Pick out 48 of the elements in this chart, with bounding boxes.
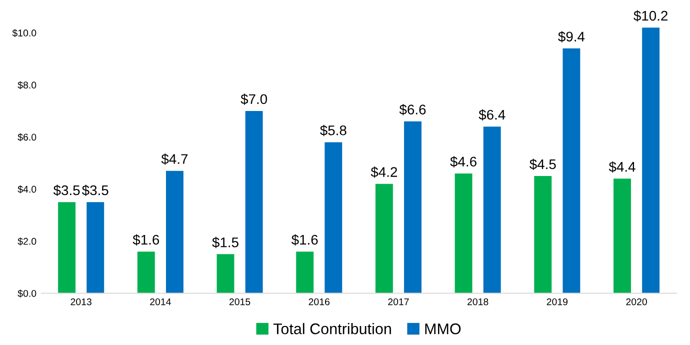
- bar: [404, 121, 422, 294]
- bar: [534, 176, 552, 294]
- y-tick-label: $2.0: [18, 237, 36, 246]
- data-label: $5.8: [320, 124, 346, 136]
- bar: [216, 254, 234, 294]
- data-label: $1.5: [212, 236, 238, 248]
- bar: [137, 252, 155, 294]
- bar: [483, 126, 501, 294]
- data-label: $4.2: [370, 166, 398, 178]
- legend-label: Total Contribution: [273, 323, 391, 334]
- y-tick-label: $6.0: [18, 133, 36, 142]
- x-tick-label: 2015: [229, 298, 250, 306]
- data-label: $10.2: [634, 10, 668, 22]
- bar: [454, 173, 472, 294]
- x-tick-label: 2013: [70, 298, 92, 306]
- bar: [245, 110, 263, 294]
- bar: [86, 202, 104, 294]
- data-label: $3.5: [82, 184, 108, 196]
- bar: [166, 170, 184, 294]
- bar: [375, 184, 393, 294]
- y-tick-label: $10.0: [12, 29, 36, 38]
- data-label: $3.5: [53, 184, 80, 196]
- data-label: $1.6: [132, 234, 160, 246]
- data-label: $4.4: [608, 161, 636, 173]
- bar: [324, 142, 342, 294]
- data-label: $6.4: [478, 109, 506, 120]
- legend-label: MMO: [425, 323, 461, 334]
- x-tick-label: 2016: [308, 298, 330, 306]
- x-tick-label: 2019: [546, 298, 568, 306]
- bar: [562, 48, 580, 294]
- y-tick-label: $4.0: [18, 185, 36, 194]
- bar: [614, 178, 631, 294]
- bar: [296, 252, 314, 294]
- x-tick-label: 2014: [150, 298, 171, 306]
- x-tick-label: 2020: [626, 298, 647, 306]
- y-tick-label: $0.0: [18, 290, 36, 298]
- data-label: $7.0: [240, 94, 268, 105]
- data-label: $1.6: [291, 234, 318, 246]
- bar: [642, 28, 660, 294]
- bar: [58, 202, 76, 294]
- data-label: $4.7: [161, 154, 188, 165]
- data-label: $6.6: [399, 104, 426, 116]
- data-label: $9.4: [558, 31, 585, 42]
- data-label: $4.5: [530, 158, 556, 170]
- y-tick-label: $8.0: [18, 81, 36, 90]
- x-tick-label: 2017: [388, 298, 409, 306]
- data-label: $4.6: [450, 156, 476, 168]
- x-tick-label: 2018: [468, 298, 488, 306]
